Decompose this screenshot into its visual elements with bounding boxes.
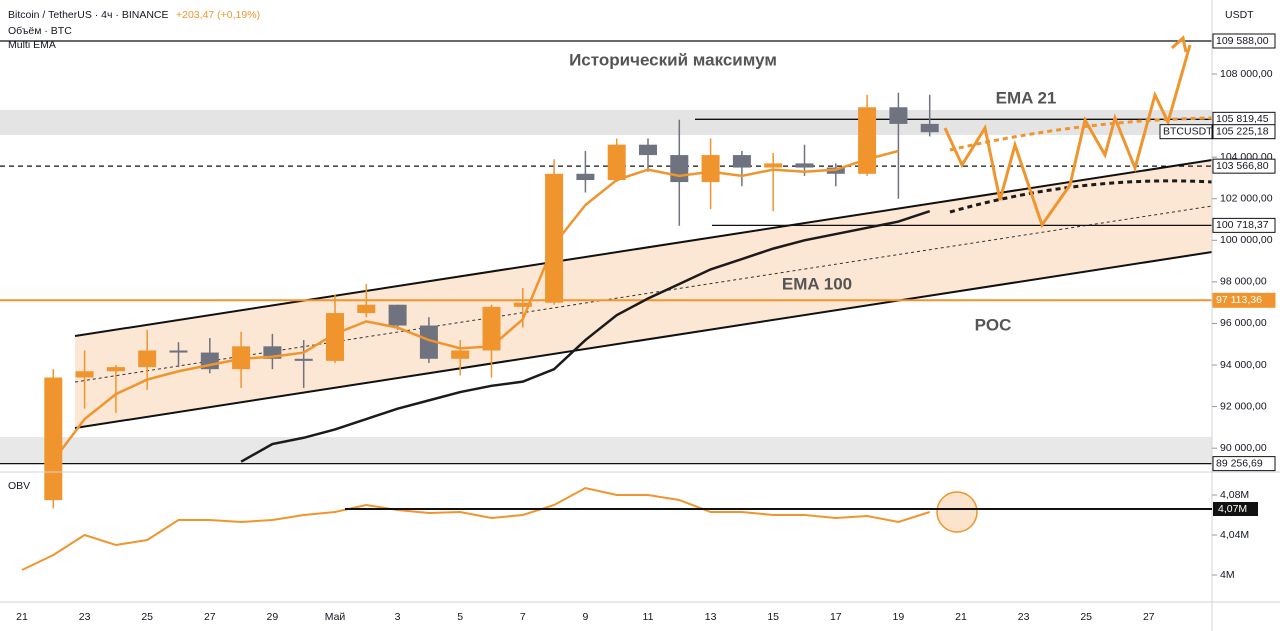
candle-body <box>764 163 783 168</box>
candle-body <box>858 107 877 174</box>
candle-body <box>545 173 564 303</box>
obv-marker-label: 4,07M <box>1218 503 1247 515</box>
price-marker-label: 105 819,45 <box>1216 113 1269 125</box>
x-tick-label: 21 <box>16 611 28 623</box>
line <box>21 486 931 571</box>
candle-body <box>44 377 63 501</box>
y-tick-label: 102 000,00 <box>1220 193 1273 205</box>
price-marker-label: 89 256,69 <box>1216 457 1263 469</box>
volume-label: Объём · BTC <box>8 25 72 37</box>
obv-tick-label: 4M <box>1220 569 1235 581</box>
y-tick-label: 90 000,00 <box>1220 442 1267 454</box>
price-marker <box>1212 158 1276 174</box>
annotation: Исторический максимум <box>569 50 777 69</box>
x-tick-label: 3 <box>395 611 401 623</box>
x-tick-label: 7 <box>520 611 526 623</box>
channel-fill <box>75 160 1212 428</box>
candle-body <box>920 123 939 133</box>
price-marker-label: 100 718,37 <box>1216 219 1269 231</box>
symbol-tag-label: BTCUSDT <box>1163 125 1213 137</box>
candle-body <box>75 371 94 378</box>
x-tick-label: 19 <box>893 611 905 623</box>
candle-body <box>701 155 720 183</box>
candle-body <box>388 304 407 326</box>
x-tick-label: 25 <box>141 611 153 623</box>
channel-lower <box>74 251 1213 429</box>
x-tick-label: 29 <box>267 611 279 623</box>
y-tick-label: 92 000,00 <box>1220 400 1267 412</box>
price-marker <box>1212 33 1276 49</box>
obv-tick-label: 4,04M <box>1220 529 1249 541</box>
x-tick-label: 13 <box>705 611 717 623</box>
y-tick-label: 94 000,00 <box>1220 359 1267 371</box>
symbol: Bitcoin / TetherUS · 4ч · BINANCE <box>8 9 169 21</box>
x-tick-label: 27 <box>204 611 216 623</box>
candle-body <box>419 325 438 359</box>
x-tick-label: 17 <box>830 611 842 623</box>
candle-body <box>106 367 125 372</box>
highlight-circle <box>936 491 978 533</box>
candle-body <box>294 358 313 361</box>
x-tick-label: 5 <box>457 611 463 623</box>
annotation: EMA 100 <box>782 274 852 293</box>
y-tick-label: 98 000,00 <box>1220 276 1267 288</box>
currency: USDT <box>1225 9 1254 21</box>
line <box>52 149 899 462</box>
candle-body <box>639 144 657 156</box>
price-marker-label: 105 225,18 <box>1216 125 1269 137</box>
candle-body <box>607 144 626 181</box>
symbol-tag <box>1159 124 1213 140</box>
x-tick-label: 25 <box>1080 611 1092 623</box>
volume-band <box>0 437 1212 464</box>
indicator-label: Multi EMA <box>8 39 56 51</box>
x-tick-label: 21 <box>955 611 967 623</box>
projection-path <box>943 44 1192 229</box>
x-tick-label: 11 <box>643 611 654 623</box>
price-marker <box>1212 217 1276 233</box>
candle-body <box>670 155 689 183</box>
candle-body <box>732 155 751 168</box>
y-tick-label: 108 000,00 <box>1220 68 1273 80</box>
obv-tick-label: 4,08M <box>1220 489 1249 501</box>
x-tick-label: 27 <box>1143 611 1155 623</box>
price-marker-label: 103 566,80 <box>1216 160 1269 172</box>
y-tick-label: 100 000,00 <box>1220 234 1273 246</box>
candle-body <box>889 107 908 124</box>
obv-marker <box>1213 502 1258 516</box>
candle-body <box>513 302 532 307</box>
price-pane <box>0 40 1212 509</box>
candle-body <box>576 173 595 181</box>
candle-body <box>357 304 376 314</box>
candle-body <box>795 163 814 168</box>
change: +203,47 (+0,19%) <box>176 9 260 21</box>
x-tick-label: 23 <box>79 611 91 623</box>
price-marker-label: 97 113,36 <box>1216 294 1262 306</box>
y-tick-label: 96 000,00 <box>1220 317 1267 329</box>
projection-arrow <box>1170 35 1188 53</box>
annotation: POC <box>975 315 1012 334</box>
price-marker-label: 109 588,00 <box>1216 35 1269 47</box>
candle-body <box>326 313 344 361</box>
price-marker <box>1212 292 1276 308</box>
price-marker <box>1212 124 1276 140</box>
x-tick-label: 15 <box>767 611 779 623</box>
x-tick-label: Май <box>325 611 346 623</box>
candle-body <box>138 350 157 368</box>
obv-label: OBV <box>8 480 30 492</box>
candle-body <box>169 350 188 353</box>
candle-body <box>451 350 470 359</box>
range-box <box>0 110 1212 135</box>
candle-body <box>482 306 501 351</box>
x-tick-label: 23 <box>1018 611 1030 623</box>
price-marker <box>1212 456 1276 472</box>
annotation: EMA 21 <box>996 88 1057 107</box>
line <box>240 210 931 463</box>
channel-upper <box>74 159 1213 337</box>
x-tick-label: 9 <box>582 611 588 623</box>
